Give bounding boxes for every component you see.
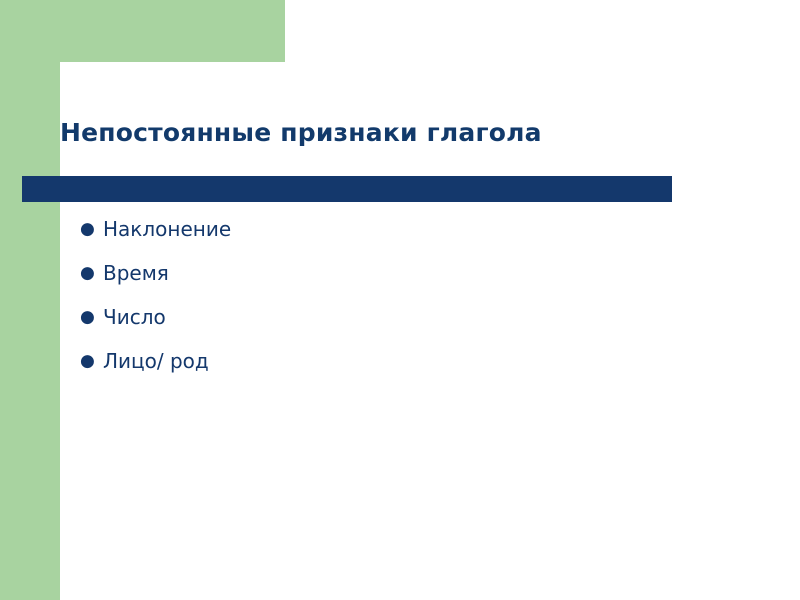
list-item-label: Время: [103, 261, 169, 285]
list-item: ● Наклонение: [80, 214, 720, 246]
list-item-label: Лицо/ род: [103, 349, 209, 373]
bullet-dot-icon: ●: [80, 307, 95, 327]
bullet-list: ● Наклонение ● Время ● Число ● Лицо/ род: [80, 214, 720, 390]
list-item: ● Число: [80, 302, 720, 334]
list-item: ● Время: [80, 258, 720, 290]
list-item: ● Лицо/ род: [80, 346, 720, 378]
page-title: Непостоянные признаки глагола: [60, 118, 542, 147]
list-item-label: Наклонение: [103, 217, 232, 241]
top-green-band: [0, 0, 285, 62]
title-divider-bar: [22, 176, 672, 202]
left-green-band: [0, 0, 60, 600]
bullet-dot-icon: ●: [80, 351, 95, 371]
bullet-dot-icon: ●: [80, 263, 95, 283]
list-item-label: Число: [103, 305, 166, 329]
bullet-dot-icon: ●: [80, 219, 95, 239]
